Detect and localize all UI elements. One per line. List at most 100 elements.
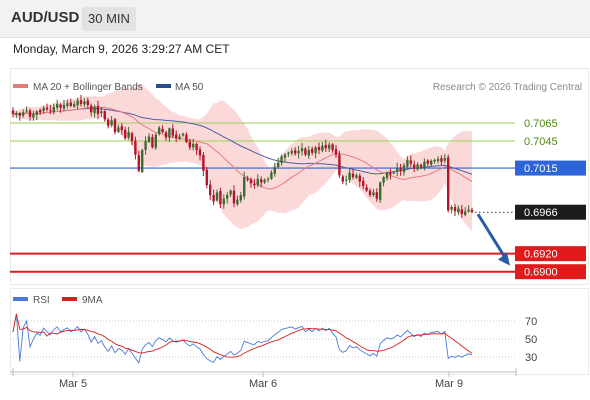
candle-body xyxy=(426,160,429,164)
candle-body xyxy=(209,184,212,196)
candle-body xyxy=(86,100,89,105)
candle-body xyxy=(351,173,355,178)
timestamp: Monday, March 9, 2026 3:29:27 AM CET xyxy=(13,42,230,56)
candle-body xyxy=(232,190,236,204)
candle-body xyxy=(215,192,219,201)
candle-body xyxy=(83,101,86,105)
candle-body xyxy=(392,172,395,174)
candle-body xyxy=(358,175,361,182)
candle-body xyxy=(56,104,59,108)
level-label-0.6900: 0.6900 xyxy=(524,267,558,279)
ma20-line xyxy=(12,106,473,190)
candle-body xyxy=(283,154,287,158)
level-badge-0.7015 xyxy=(515,160,586,176)
timeframe-badge[interactable]: 30 MIN xyxy=(82,7,136,31)
candle-body xyxy=(324,144,327,149)
x-tick-label: Mar 6 xyxy=(249,378,277,390)
candle-body xyxy=(460,209,463,215)
credit-text: Research © 2026 Trading Central xyxy=(433,82,582,93)
candle-body xyxy=(185,134,188,142)
candle-body xyxy=(396,168,399,172)
candle-body xyxy=(345,179,348,181)
candle-body xyxy=(447,157,450,211)
candle-body xyxy=(15,113,18,116)
candle-body xyxy=(467,209,470,212)
candle-body xyxy=(236,199,239,205)
candle-body xyxy=(263,179,266,183)
candle-body xyxy=(195,143,198,151)
ma20-legend-swatch xyxy=(13,84,28,88)
candle-body xyxy=(382,177,385,183)
candle-body xyxy=(100,111,103,114)
candle-body xyxy=(226,195,229,199)
candle-body xyxy=(419,164,423,168)
candle-body xyxy=(32,114,35,118)
candle-body xyxy=(147,136,151,143)
candle-body xyxy=(164,132,168,138)
level-label-0.6920: 0.6920 xyxy=(524,249,558,261)
candle-body xyxy=(79,100,83,105)
candle-body xyxy=(440,158,443,162)
candle-body xyxy=(141,150,144,173)
candle-body xyxy=(137,155,140,171)
candle-body xyxy=(270,172,273,179)
level-label-0.7045: 0.7045 xyxy=(524,136,558,148)
candle-body xyxy=(120,126,123,131)
candle-body xyxy=(219,191,222,205)
candle-body xyxy=(450,206,453,210)
candle-body xyxy=(389,172,392,175)
level-label-0.7065: 0.7065 xyxy=(524,118,558,130)
candle-body xyxy=(416,164,419,170)
x-tick-label: Mar 9 xyxy=(435,378,463,390)
candle-body xyxy=(317,147,321,151)
current-price-label: 0.6966 xyxy=(524,207,558,219)
candle-body xyxy=(42,107,45,111)
candle-body xyxy=(406,159,409,167)
candle-body xyxy=(294,150,297,154)
candle-body xyxy=(372,192,375,196)
candle-body xyxy=(62,105,66,109)
candle-body xyxy=(25,110,28,112)
candle-body xyxy=(161,128,164,133)
candle-body xyxy=(188,141,191,148)
candle-body xyxy=(90,105,93,113)
candles-layer xyxy=(11,94,510,266)
ma50-legend-label: MA 50 xyxy=(175,82,204,93)
candle-body xyxy=(178,136,181,139)
candle-body xyxy=(311,148,314,153)
candle-body xyxy=(69,102,72,106)
candle-body xyxy=(307,150,310,156)
candle-body xyxy=(243,177,246,197)
instrument-title: AUD/USD xyxy=(11,9,80,26)
rsi9-legend-swatch xyxy=(62,297,77,301)
candle-body xyxy=(341,176,344,182)
candle-body xyxy=(73,104,76,107)
level-label-0.7015: 0.7015 xyxy=(524,163,558,175)
candle-body xyxy=(18,113,21,116)
candle-body xyxy=(433,159,436,162)
ma50-line xyxy=(12,108,473,175)
candle-body xyxy=(273,167,276,174)
candle-body xyxy=(328,144,331,149)
labels-layer: 0.7065 0.7045 0.7015 0.6920 0.6900 0.6966 Mar … xyxy=(10,118,586,390)
candle-body xyxy=(52,106,55,113)
candle-body xyxy=(300,148,304,152)
candle-body xyxy=(256,178,259,186)
candle-body xyxy=(338,154,341,176)
candle-body xyxy=(409,160,412,164)
levels-layer xyxy=(10,122,515,273)
candle-body xyxy=(379,182,382,200)
candle-body xyxy=(222,198,225,205)
candle-body xyxy=(334,149,338,155)
candle-body xyxy=(45,107,49,110)
current-price-badge xyxy=(515,204,586,220)
candle-body xyxy=(205,169,208,186)
rsi-9ma-line xyxy=(12,313,473,358)
candle-body xyxy=(28,110,32,117)
candle-body xyxy=(76,100,79,106)
candle-body xyxy=(297,150,300,154)
ma50-legend-swatch xyxy=(156,84,171,88)
rsi-y-tick-label: 70 xyxy=(525,316,537,328)
candle-body xyxy=(168,128,171,138)
candle-body xyxy=(212,194,215,202)
